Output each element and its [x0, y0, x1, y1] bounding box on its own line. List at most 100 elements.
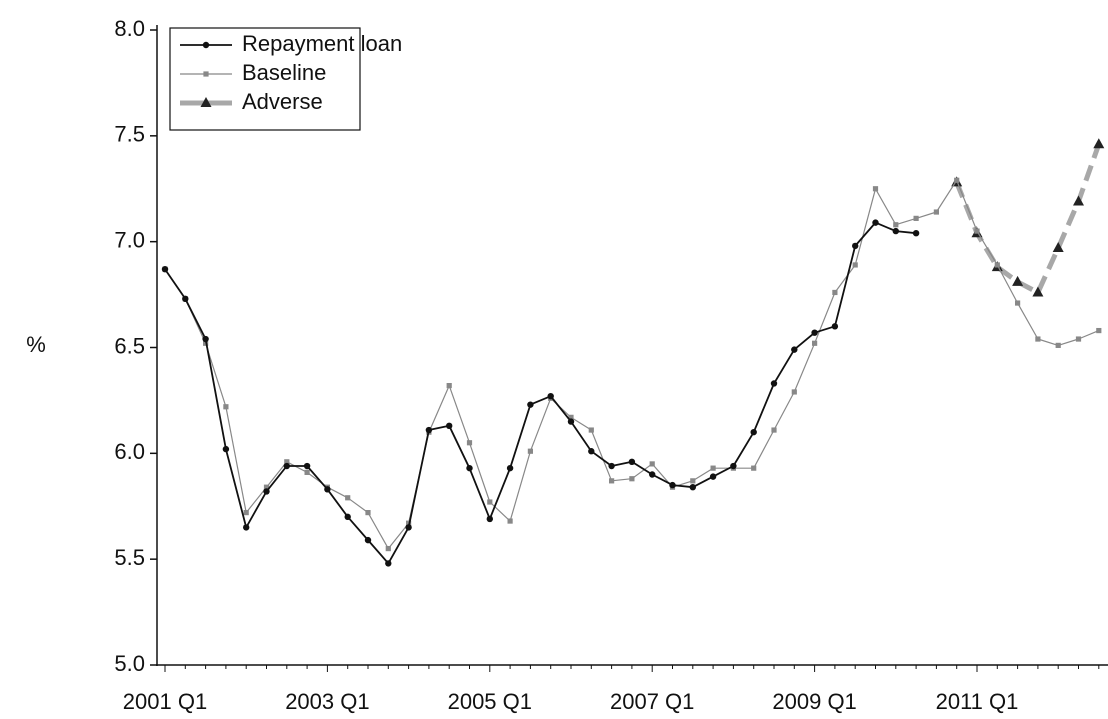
point [1073, 195, 1084, 206]
point [161, 265, 169, 273]
y-tick-label: 6.5 [114, 333, 145, 358]
point [893, 222, 899, 228]
point [466, 464, 473, 472]
point [344, 513, 351, 521]
point [527, 448, 533, 454]
point [852, 242, 859, 250]
point [588, 427, 594, 433]
series-line [164, 221, 917, 565]
y-tick-label: 7.0 [114, 227, 145, 252]
point [649, 461, 655, 467]
point [243, 510, 249, 516]
point [243, 524, 250, 531]
point [669, 481, 676, 489]
y-tick-label: 5.5 [114, 545, 145, 570]
point [487, 499, 493, 505]
point [1096, 327, 1102, 334]
point [750, 428, 757, 436]
point [1012, 275, 1024, 286]
point [832, 289, 838, 296]
point [263, 484, 270, 490]
plot-area [161, 138, 1105, 567]
legend-marker [202, 41, 210, 49]
point [507, 518, 513, 524]
y-tick-label: 5.0 [114, 651, 145, 676]
point [364, 536, 372, 544]
point [547, 392, 554, 400]
legend-marker [200, 97, 212, 107]
point [304, 469, 310, 475]
point [345, 495, 351, 501]
x-tick-label: 2011 Q1 [936, 689, 1019, 714]
point [933, 209, 939, 215]
y-axis-label: % [26, 332, 46, 357]
point [852, 262, 858, 268]
point [303, 462, 311, 470]
legend-label: Baseline [242, 60, 326, 85]
point [689, 484, 696, 491]
point [892, 227, 899, 235]
point [324, 486, 331, 493]
point [527, 401, 534, 408]
x-tick-label: 2007 Q1 [610, 689, 694, 714]
point [710, 465, 716, 471]
point [446, 422, 453, 430]
point [446, 383, 452, 389]
x-tick-label: 2003 Q1 [285, 689, 369, 714]
point [872, 186, 879, 192]
point [812, 340, 818, 346]
legend-marker [203, 71, 209, 77]
point [751, 465, 757, 471]
point [771, 427, 777, 433]
point [974, 228, 980, 234]
point [1075, 336, 1082, 342]
point [568, 414, 574, 420]
x-tick-label: 2009 Q1 [772, 689, 856, 714]
point [629, 476, 635, 482]
point [486, 515, 493, 523]
series-line [954, 143, 1102, 295]
point [425, 426, 433, 434]
point [912, 230, 920, 237]
point [588, 448, 595, 455]
point [913, 215, 919, 221]
point [709, 473, 717, 480]
x-tick-label: 2005 Q1 [448, 689, 532, 714]
series-line [164, 179, 1100, 550]
point [506, 464, 514, 472]
y-tick-label: 6.0 [114, 439, 145, 464]
point [1093, 138, 1105, 149]
legend-label: Repayment loan [242, 31, 402, 56]
point [872, 219, 879, 226]
point [730, 462, 737, 470]
point [365, 510, 371, 516]
legend: Repayment loan Baseline Adverse [169, 27, 402, 131]
point [811, 329, 818, 336]
point [994, 262, 1000, 268]
point [223, 404, 229, 410]
point [385, 560, 392, 567]
point [202, 335, 209, 343]
point [608, 462, 615, 470]
point [182, 295, 189, 303]
point [567, 418, 575, 425]
point [954, 177, 960, 183]
point [284, 459, 290, 465]
point [222, 445, 230, 453]
point [385, 545, 391, 552]
point [405, 524, 412, 531]
point [609, 478, 615, 484]
legend-label: Adverse [242, 89, 323, 114]
point [791, 389, 797, 395]
point [263, 488, 270, 495]
point [690, 478, 696, 484]
point [1055, 342, 1061, 348]
point [1035, 336, 1041, 342]
point [628, 458, 636, 465]
point [1032, 286, 1044, 297]
point [649, 471, 656, 478]
point [1052, 242, 1064, 253]
point [791, 346, 798, 353]
point [283, 462, 290, 470]
